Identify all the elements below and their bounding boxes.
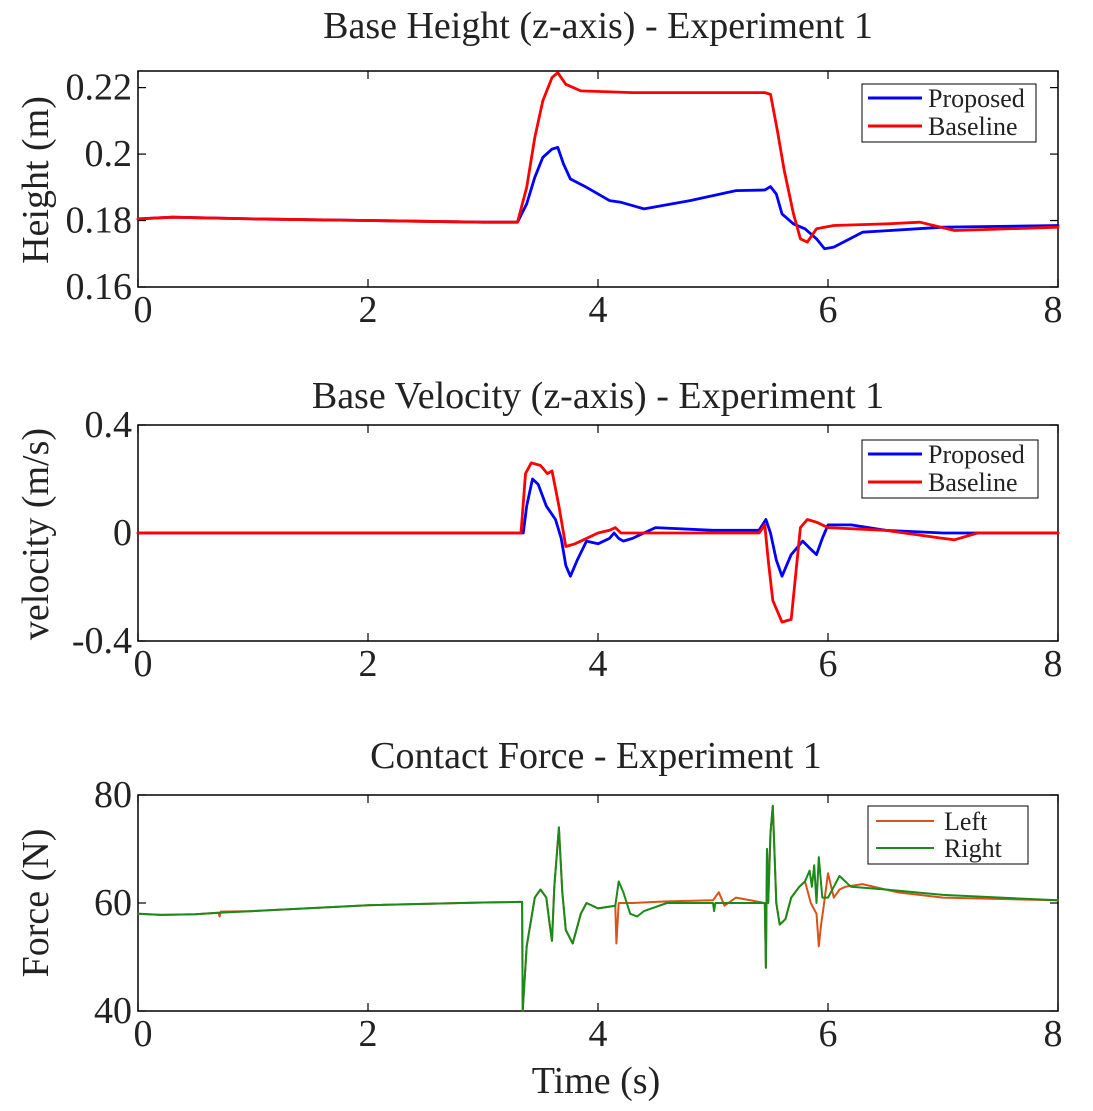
force-y-tick-label: 60: [94, 882, 132, 924]
velocity-tick-marks: [137, 424, 1059, 642]
force-x-tick-label: 4: [589, 1013, 608, 1055]
height-y-axis-label: Height (m): [15, 96, 57, 264]
height-y-tick-label: 0.16: [66, 266, 133, 308]
force-legend-right-label: Right: [944, 834, 1003, 863]
velocity-chart-title: Base Velocity (z-axis) - Experiment 1: [312, 375, 884, 417]
velocity-y-tick-label: 0.4: [85, 404, 133, 446]
velocity-x-tick-labels: 0 2 4 6 8: [134, 643, 1063, 685]
force-chart-title: Contact Force - Experiment 1: [370, 735, 822, 777]
height-panel: Base Height (z-axis) - Experiment 1 Heig…: [15, 5, 1063, 331]
velocity-legend-box: [861, 439, 1039, 499]
velocity-legend-baseline-label: Baseline: [928, 468, 1018, 497]
force-x-tick-labels: 0 2 4 6 8: [134, 1013, 1063, 1055]
height-chart-title: Base Height (z-axis) - Experiment 1: [323, 5, 873, 47]
force-x-tick-label: 8: [1044, 1013, 1063, 1055]
force-panel: Contact Force - Experiment 1 Force (N) T…: [15, 735, 1063, 1102]
velocity-x-tick-label: 4: [589, 643, 608, 685]
height-tick-marks: [137, 71, 1059, 288]
force-legend: Left Right: [867, 805, 1029, 865]
height-x-tick-label: 0: [134, 289, 153, 331]
velocity-y-tick-label: -0.4: [72, 620, 132, 662]
force-series-group: [137, 804, 1059, 1012]
velocity-x-tick-label: 8: [1044, 643, 1063, 685]
velocity-x-tick-label: 6: [819, 643, 838, 685]
velocity-series-baseline-line: [136, 461, 1060, 624]
velocity-panel: Base Velocity (z-axis) - Experiment 1 ve…: [15, 375, 1063, 685]
velocity-x-tick-label: 0: [134, 643, 153, 685]
velocity-y-axis-label: velocity (m/s): [15, 428, 57, 640]
force-x-tick-label: 2: [359, 1013, 378, 1055]
force-legend-left-label: Left: [944, 807, 988, 836]
height-legend-proposed-label: Proposed: [928, 84, 1025, 113]
height-x-tick-label: 2: [359, 289, 378, 331]
force-legend-box: [867, 805, 1029, 865]
velocity-series-proposed-line: [136, 477, 1060, 578]
velocity-x-tick-label: 2: [359, 643, 378, 685]
height-y-tick-label: 0.22: [66, 67, 133, 109]
force-y-tick-labels: 40 60 80: [94, 774, 132, 1032]
force-series-right-line: [137, 804, 1059, 1012]
velocity-legend-proposed-label: Proposed: [928, 440, 1025, 469]
height-series-group: [136, 71, 1060, 251]
velocity-legend: Proposed Baseline: [861, 439, 1039, 499]
velocity-series-group: [136, 461, 1060, 624]
height-x-tick-label: 8: [1044, 289, 1063, 331]
force-y-axis-label: Force (N): [15, 829, 57, 978]
height-y-tick-label: 0.2: [85, 133, 133, 175]
height-x-tick-label: 4: [589, 289, 608, 331]
velocity-y-tick-labels: -0.4 0 0.4: [72, 404, 132, 662]
force-x-tick-label: 0: [134, 1013, 153, 1055]
force-x-tick-label: 6: [819, 1013, 838, 1055]
height-x-tick-labels: 0 2 4 6 8: [134, 289, 1063, 331]
height-x-tick-label: 6: [819, 289, 838, 331]
velocity-y-tick-label: 0: [113, 512, 132, 554]
force-y-tick-label: 80: [94, 774, 132, 816]
height-legend: Proposed Baseline: [861, 83, 1037, 143]
height-legend-baseline-label: Baseline: [928, 112, 1018, 141]
force-tick-marks: [137, 794, 1059, 1012]
force-y-tick-label: 40: [94, 990, 132, 1032]
height-series-baseline-line: [136, 71, 1060, 244]
height-legend-box: [861, 83, 1037, 143]
force-x-axis-label: Time (s): [532, 1060, 660, 1102]
height-y-tick-label: 0.18: [66, 200, 133, 242]
height-y-tick-labels: 0.16 0.18 0.2 0.22: [66, 67, 133, 308]
